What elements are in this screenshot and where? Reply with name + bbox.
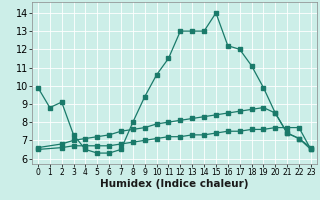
X-axis label: Humidex (Indice chaleur): Humidex (Indice chaleur) bbox=[100, 179, 249, 189]
